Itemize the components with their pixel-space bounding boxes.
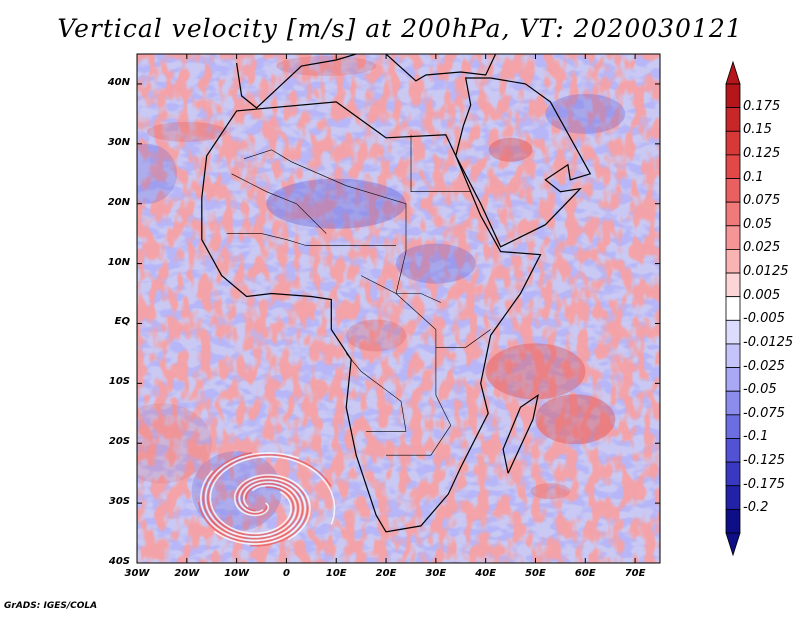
lat-label: 40S xyxy=(108,556,130,567)
lon-label: 60E xyxy=(574,568,596,579)
lon-label: 20E xyxy=(375,568,397,579)
coastline xyxy=(201,101,542,533)
colorbar-label: -0.175 xyxy=(743,476,785,492)
velocity-field xyxy=(137,54,660,563)
colorbar-label: 0.125 xyxy=(743,145,781,161)
lon-label: 0 xyxy=(282,568,290,579)
lon-label: 10E xyxy=(325,568,347,579)
lat-label: 20S xyxy=(108,436,130,448)
cyclone-swirl xyxy=(202,451,299,540)
colorbar-swatch xyxy=(725,296,741,321)
lon-label: 30W xyxy=(124,568,150,579)
ascent-region xyxy=(535,394,616,445)
lat-label: 20N xyxy=(107,196,130,208)
ascent-region xyxy=(530,483,571,500)
colorbar-label: 0.075 xyxy=(743,193,781,209)
colorbar-swatch xyxy=(725,438,741,463)
colorbar-label: 0.1 xyxy=(743,169,764,185)
colorbar-swatch xyxy=(725,225,741,250)
lat-label: 30S xyxy=(108,496,130,508)
coastline xyxy=(455,77,592,248)
colorbar-top-arrow xyxy=(725,60,741,85)
ascent-region xyxy=(488,137,533,162)
colorbar-swatch xyxy=(725,272,741,298)
colorbar-swatch xyxy=(725,201,741,227)
cyclone-swirl xyxy=(207,453,332,537)
descent-region xyxy=(395,243,476,284)
colorbar-bottom-arrow xyxy=(725,532,741,557)
colorbar-label: 0.175 xyxy=(743,98,781,114)
descent-region xyxy=(266,178,407,229)
lat-label: 10S xyxy=(108,376,130,388)
coastline xyxy=(502,393,539,474)
cyclone-swirl xyxy=(197,479,304,544)
footer-credit: GrADS: IGES/COLA xyxy=(4,601,98,611)
country-border xyxy=(244,149,441,303)
colorbar-swatch xyxy=(725,178,741,203)
plot-frame xyxy=(136,53,661,564)
colorbar-label: -0.025 xyxy=(743,358,785,374)
lat-label: 30N xyxy=(107,136,130,148)
country-border xyxy=(435,329,491,348)
field-noise-red xyxy=(137,54,660,563)
coastline xyxy=(385,54,497,82)
lat-label: 40N xyxy=(107,76,130,88)
colorbar-label: -0.075 xyxy=(743,405,785,421)
lon-label: 20W xyxy=(174,568,200,579)
country-border xyxy=(226,233,396,246)
colorbar-swatch xyxy=(725,414,741,439)
cyclone-swirl xyxy=(199,470,302,542)
descent-region xyxy=(545,93,626,134)
country-border xyxy=(231,173,327,234)
colorbar-swatch xyxy=(725,249,741,274)
colorbar-label: -0.005 xyxy=(743,311,785,327)
lon-label: 30E xyxy=(425,568,447,579)
coastline xyxy=(236,54,357,109)
colorbar-swatch xyxy=(725,343,741,368)
ascent-region xyxy=(485,343,586,400)
country-border xyxy=(410,134,471,192)
colorbar-swatch xyxy=(725,508,741,534)
colorbar-swatch xyxy=(725,319,741,345)
country-border xyxy=(360,275,452,456)
colorbar-label: -0.0125 xyxy=(743,334,794,350)
ascent-region xyxy=(137,403,212,484)
colorbar-label: 0.0125 xyxy=(743,264,789,280)
cyclone-swirl xyxy=(209,455,336,535)
country-border xyxy=(345,353,407,432)
lon-label: 40E xyxy=(475,568,497,579)
colorbar-label: 0.05 xyxy=(743,216,772,232)
colorbar-label: -0.05 xyxy=(743,382,777,398)
colorbar-label: 0.025 xyxy=(743,240,781,256)
colorbar-label: -0.2 xyxy=(743,500,769,516)
colorbar-swatch xyxy=(725,485,741,510)
colorbar-swatch xyxy=(725,130,741,156)
colorbar-swatch xyxy=(725,83,741,109)
lat-label: 10N xyxy=(107,256,130,268)
colorbar-label: -0.125 xyxy=(743,453,785,469)
colorbar-swatch xyxy=(725,390,741,416)
cyclone-swirl xyxy=(233,474,311,541)
colorbar-label: 0.15 xyxy=(743,122,772,138)
ascent-region xyxy=(146,121,227,142)
colorbar-swatch xyxy=(725,107,741,132)
chart-title: Vertical velocity [m/s] at 200hPa, VT: 2… xyxy=(57,14,743,43)
ascent-region xyxy=(276,55,377,76)
ascent-region xyxy=(346,319,407,352)
cyclone-swirl xyxy=(213,477,307,545)
cyclone-swirl xyxy=(236,475,309,547)
lon-label: 70E xyxy=(624,568,646,579)
lon-label: 10W xyxy=(224,568,250,579)
colorbar-swatch xyxy=(725,461,741,487)
cyclone-swirl xyxy=(204,452,299,538)
lat-label: EQ xyxy=(114,316,130,328)
descent-region xyxy=(137,143,177,204)
colorbar-swatch xyxy=(725,154,741,179)
colorbar-label: 0.005 xyxy=(743,287,781,303)
lon-label: 50E xyxy=(525,568,546,579)
colorbar-label: -0.1 xyxy=(743,429,769,445)
colorbar-swatch xyxy=(725,367,741,392)
